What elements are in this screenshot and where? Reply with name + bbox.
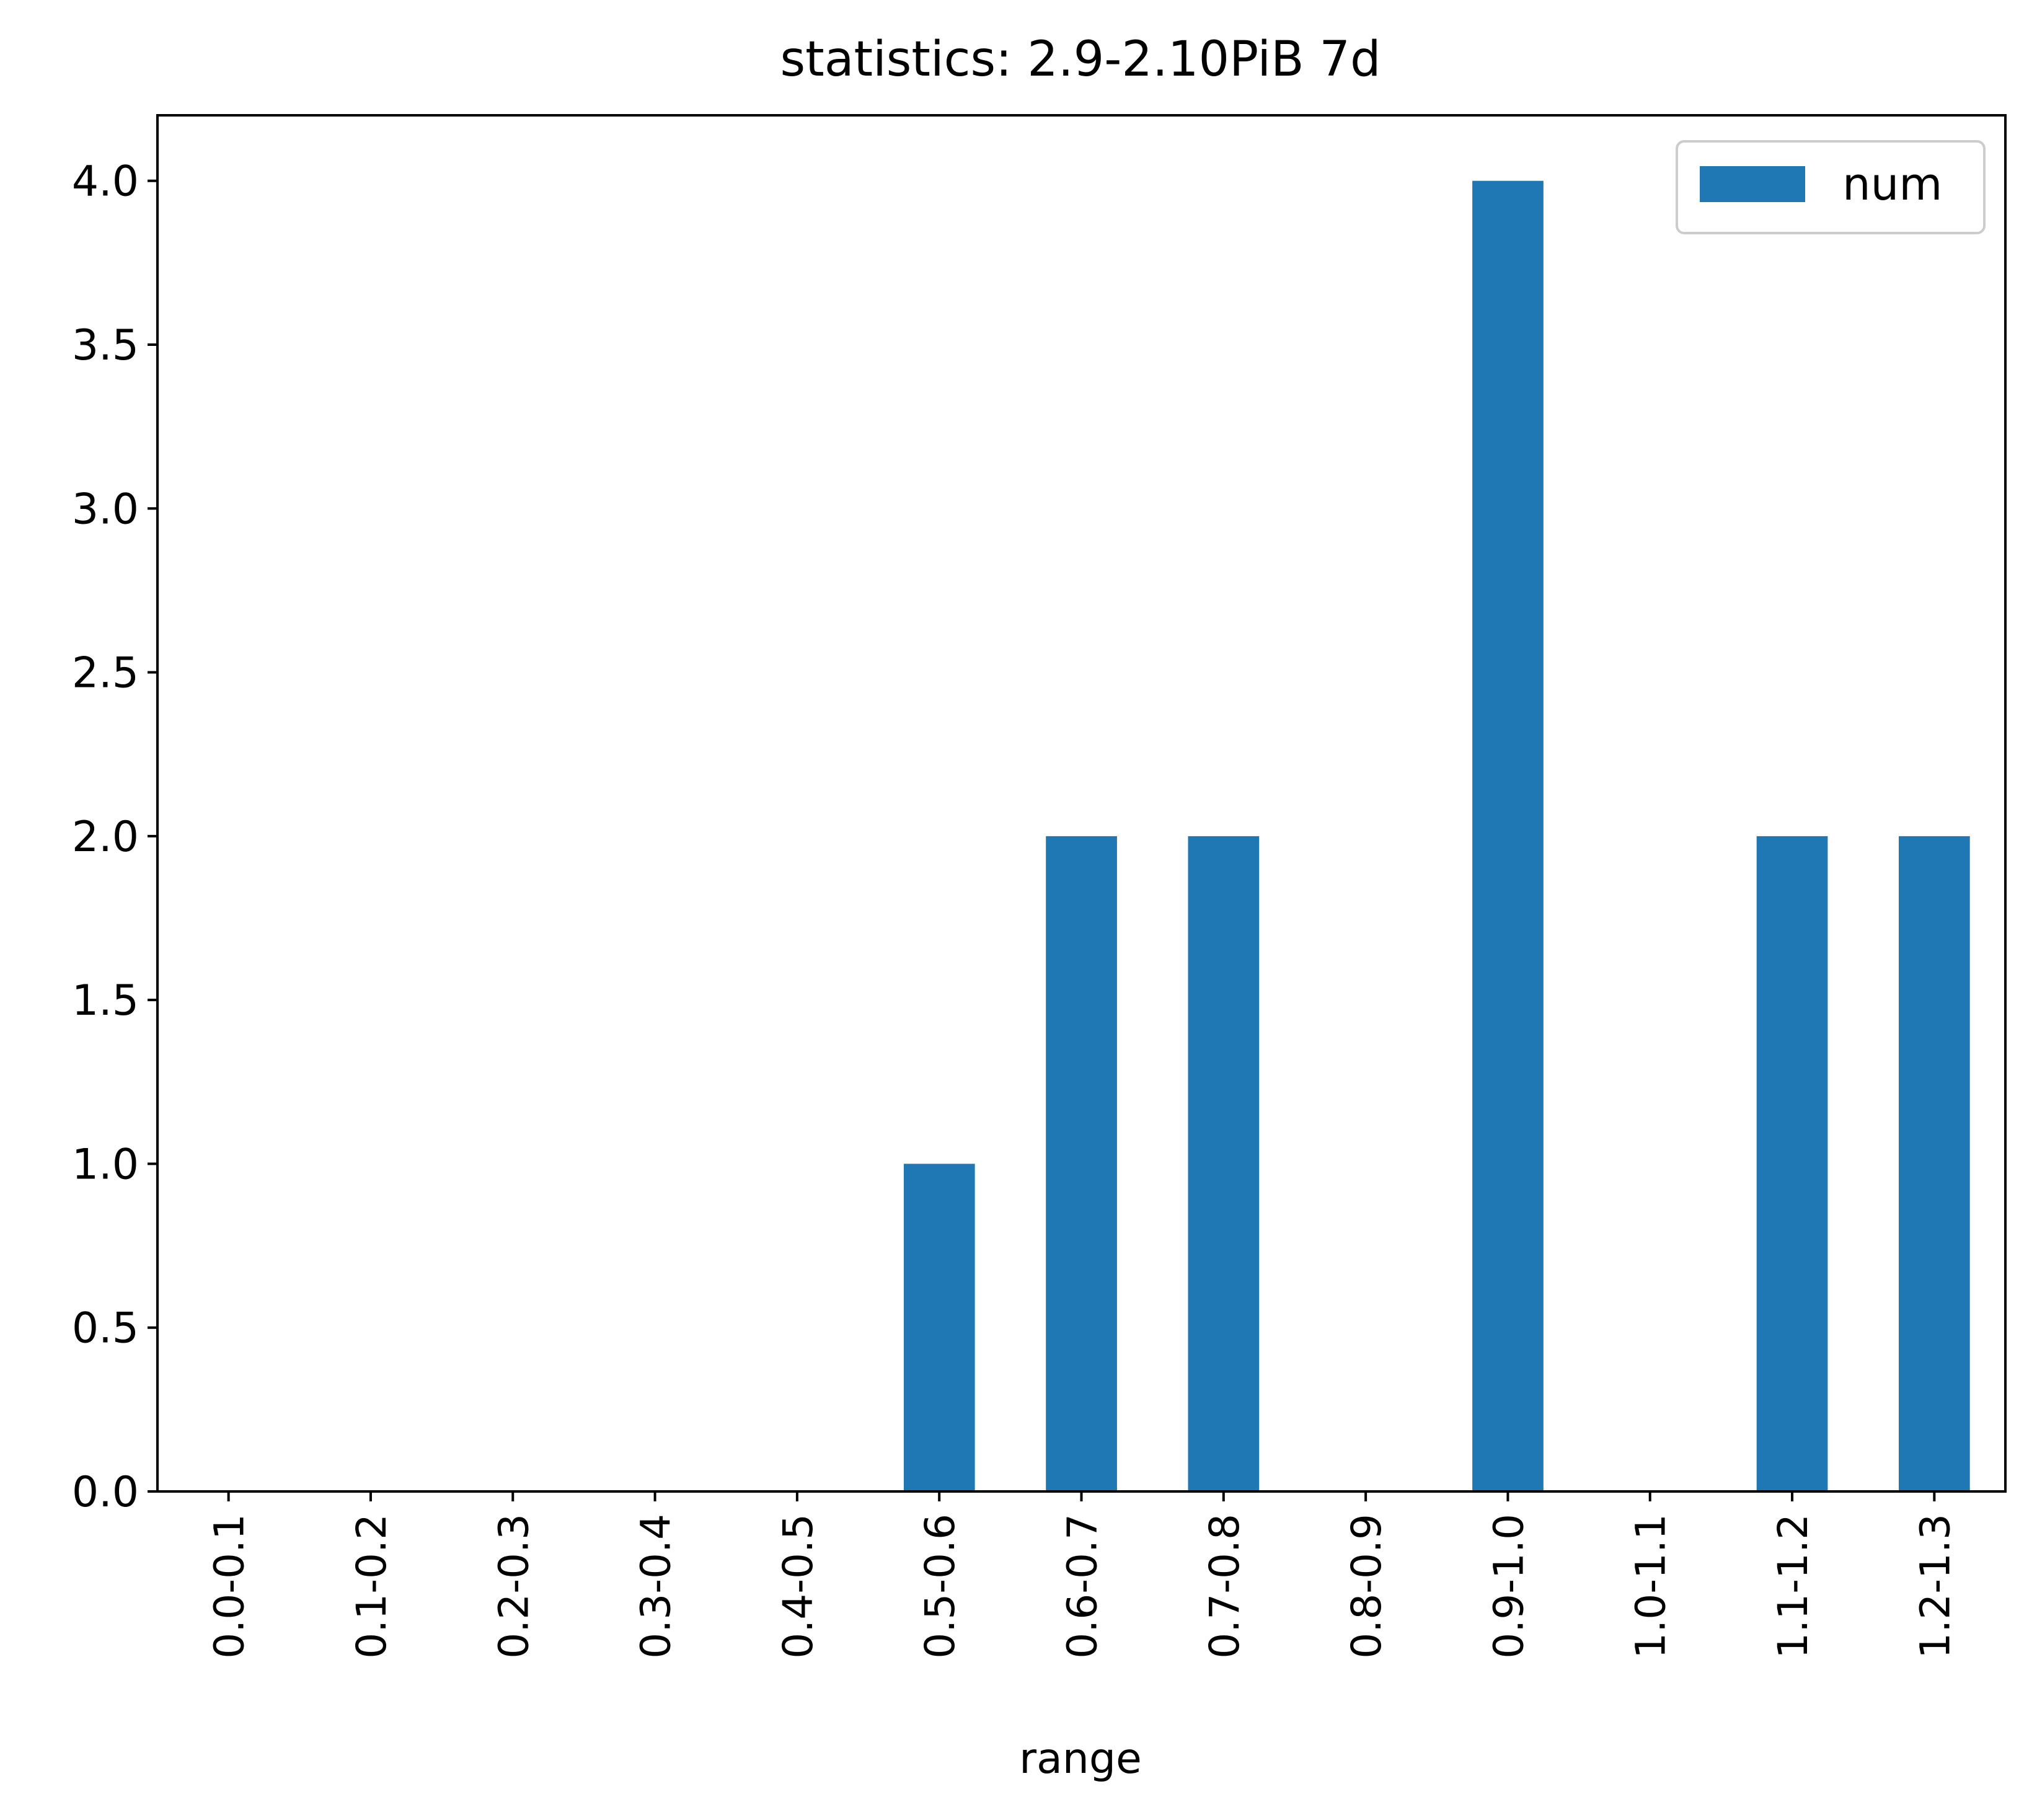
y-tick-label: 2.0 (72, 813, 139, 862)
legend-label: num (1842, 158, 1942, 210)
x-tick-label: 0.8-0.9 (1343, 1514, 1390, 1659)
x-tick-label: 0.3-0.4 (632, 1514, 680, 1659)
y-tick-label: 2.5 (72, 649, 139, 698)
bar-1.2-1.3 (1899, 836, 1970, 1491)
y-tick-label: 1.0 (72, 1140, 139, 1189)
x-tick-label: 0.7-0.8 (1201, 1514, 1248, 1659)
y-axis: 0.0 0.5 1.0 1.5 2.0 2.5 3.0 3.5 4.0 (72, 157, 157, 1517)
x-tick-label: 0.6-0.7 (1059, 1514, 1107, 1659)
plot-frame (156, 114, 2007, 1493)
legend-swatch (1700, 166, 1805, 202)
y-tick-label: 3.5 (72, 321, 139, 370)
x-tick-label: 1.1-1.2 (1769, 1514, 1817, 1659)
chart-title: statistics: 2.9-2.10PiB 7d (780, 32, 1381, 87)
x-tick-label: 0.4-0.5 (774, 1514, 822, 1659)
y-tick-label: 3.0 (72, 485, 139, 534)
x-tick-label: 0.2-0.3 (490, 1514, 537, 1659)
x-tick-label: 0.1-0.2 (348, 1514, 395, 1659)
bar-0.6-0.7 (1046, 836, 1117, 1491)
y-tick-label: 1.5 (72, 976, 139, 1025)
legend: num (1676, 140, 1986, 234)
bar-1.1-1.2 (1756, 836, 1828, 1491)
bars-layer (903, 180, 1970, 1492)
x-tick-label: 1.0-1.1 (1627, 1514, 1675, 1659)
x-tick-label: 0.5-0.6 (916, 1514, 964, 1659)
x-tick-label: 0.9-1.0 (1485, 1514, 1532, 1659)
x-tick-label: 1.2-1.3 (1911, 1514, 1959, 1659)
x-axis: 0.0-0.1 0.1-0.2 0.2-0.3 0.3-0.4 0.4-0.5 0.5-0… (206, 1491, 1959, 1659)
y-tick-label: 0.5 (72, 1304, 139, 1353)
x-axis-label: range (1019, 1734, 1142, 1783)
y-tick-label: 4.0 (72, 157, 139, 206)
bar-0.9-1.0 (1472, 180, 1544, 1492)
legend-box (1676, 140, 1986, 234)
bar-0.7-0.8 (1188, 836, 1260, 1491)
x-tick-label: 0.0-0.1 (206, 1514, 254, 1659)
bar-0.5-0.6 (903, 1164, 975, 1491)
y-tick-label: 0.0 (72, 1468, 139, 1517)
